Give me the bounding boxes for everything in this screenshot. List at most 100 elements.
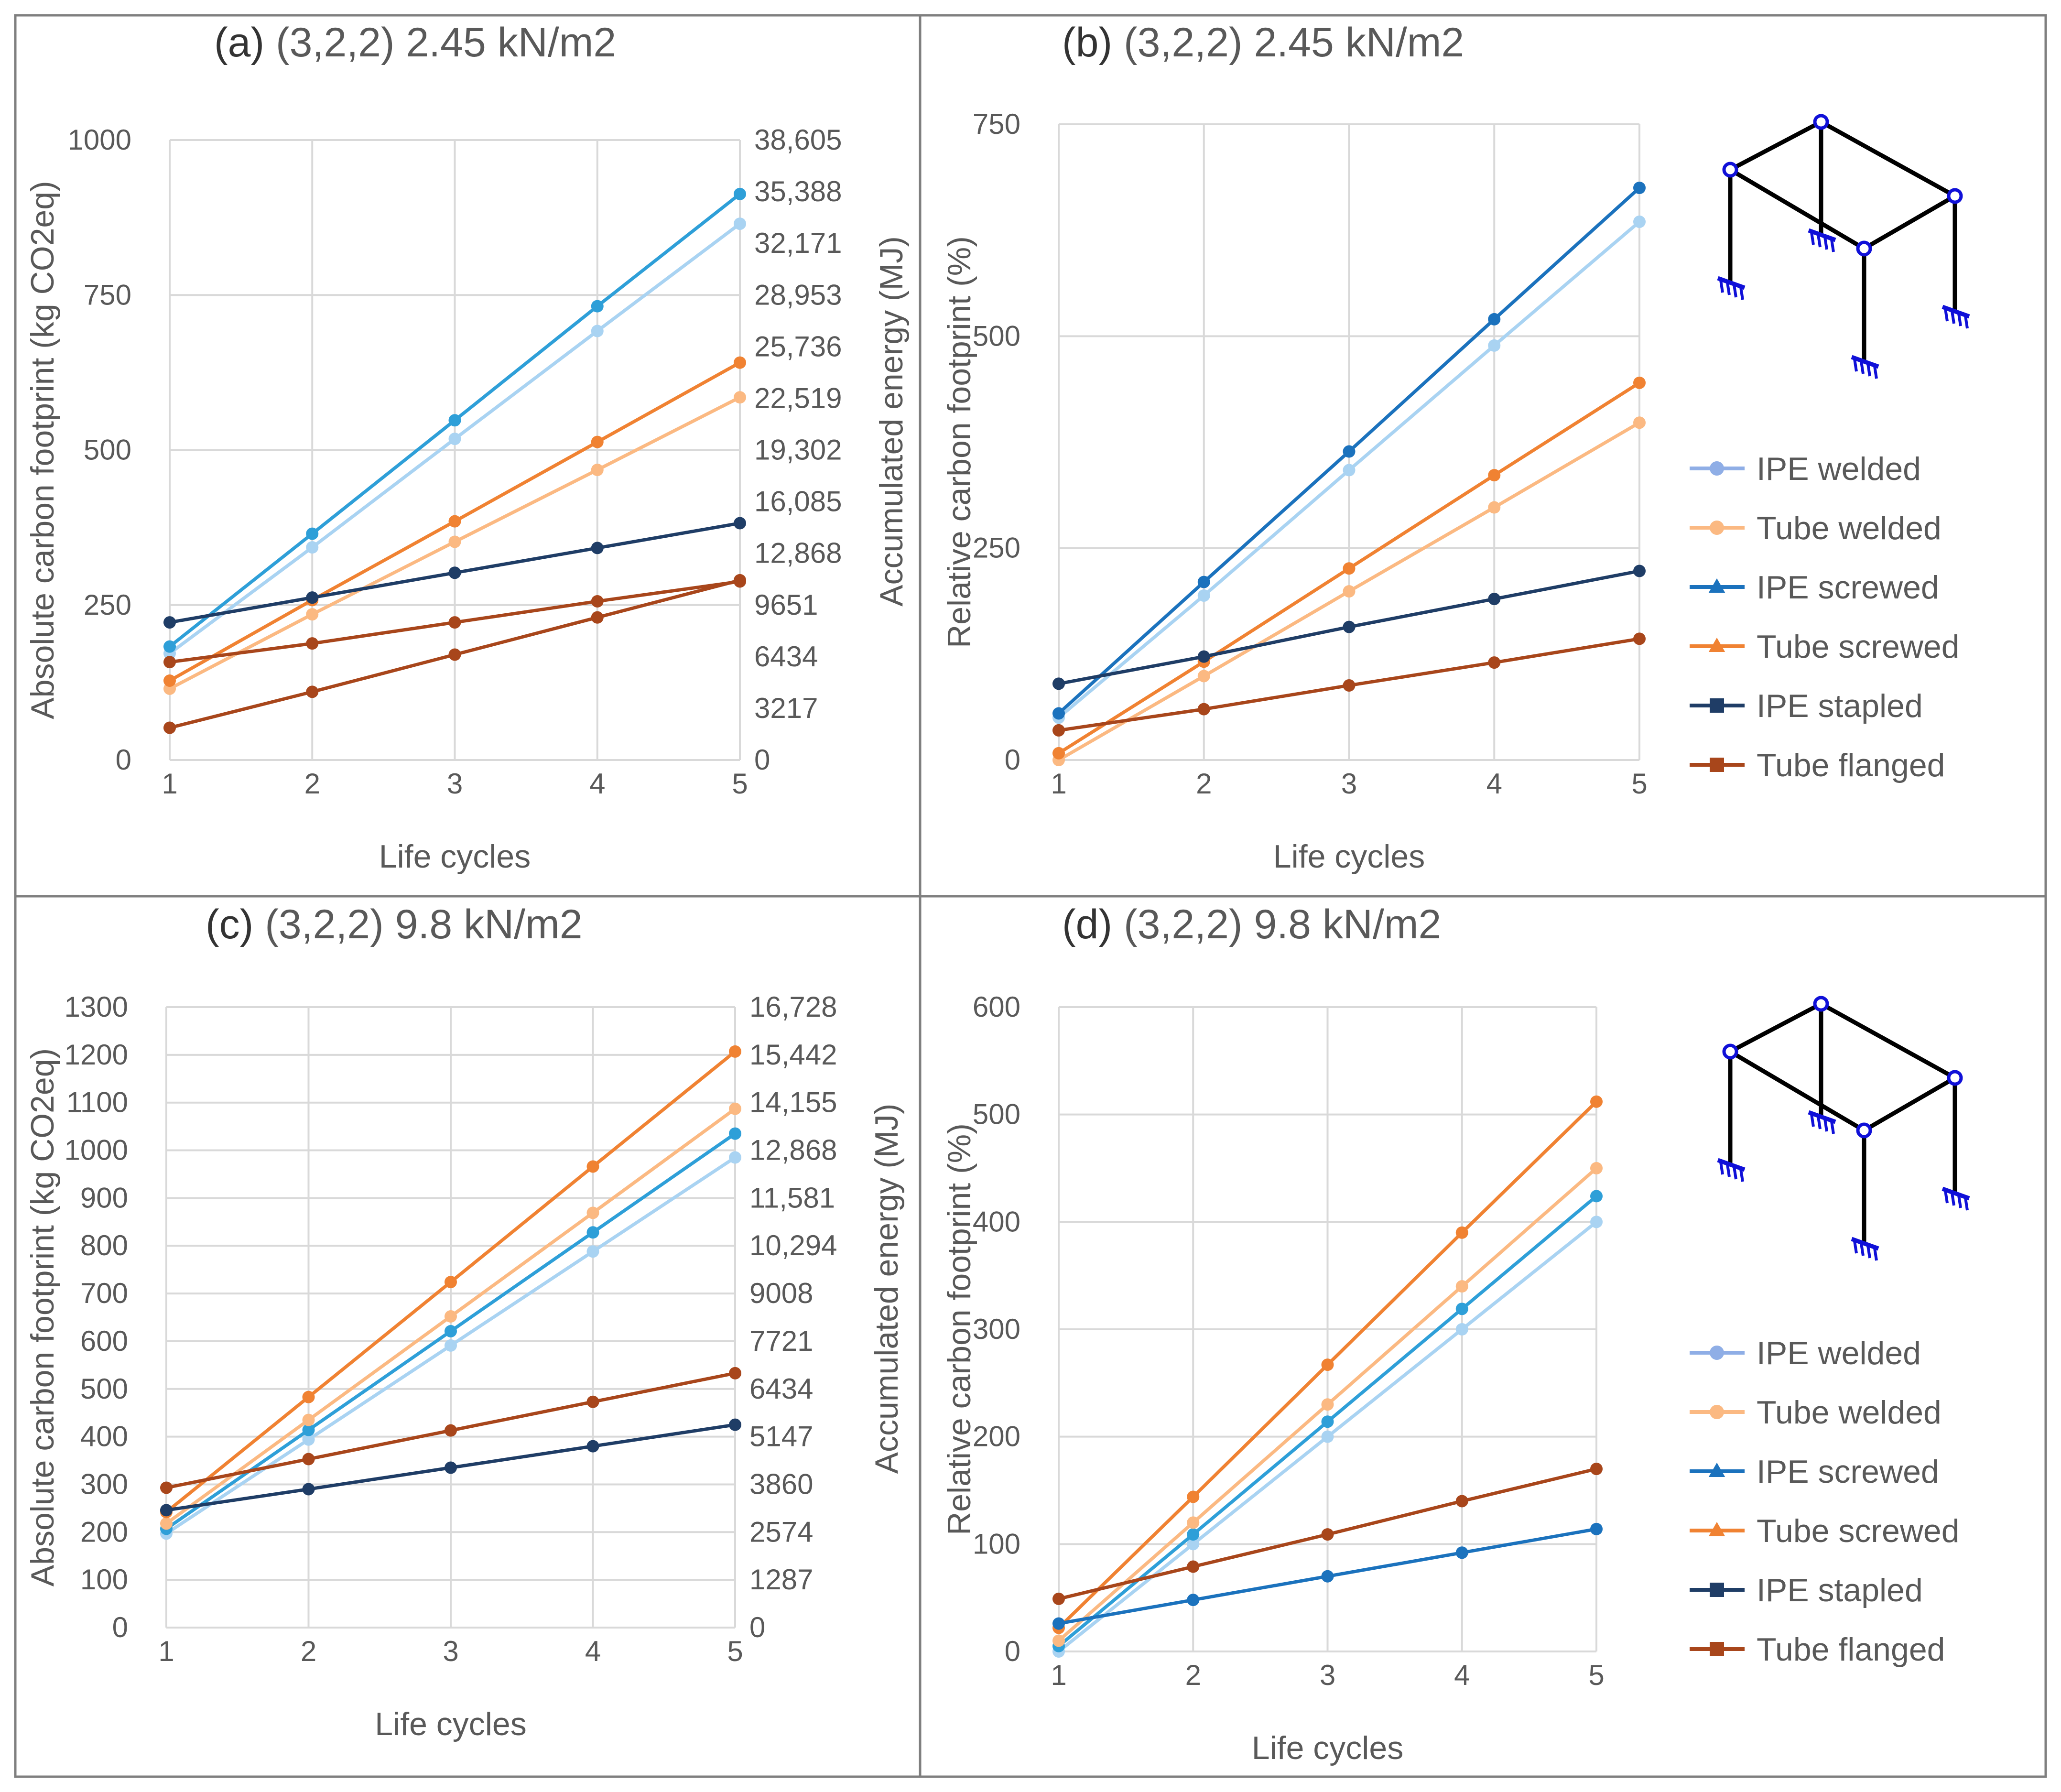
data-point [1343, 585, 1356, 598]
data-point [734, 217, 746, 230]
legend-marker [1710, 1583, 1724, 1597]
frame-beam [1819, 119, 1957, 198]
data-point [306, 527, 319, 540]
y2-tick-label: 16,085 [754, 486, 842, 518]
data-point [445, 1461, 457, 1474]
data-point [591, 300, 604, 313]
x-tick-label: 4 [589, 768, 605, 800]
data-point [1197, 589, 1210, 602]
data-point [729, 1102, 741, 1115]
y-tick-label: 1300 [65, 991, 128, 1023]
y2-tick-label: 3860 [749, 1468, 813, 1500]
fixed-support-hatch [1726, 282, 1731, 295]
data-point [1590, 1522, 1603, 1535]
data-point [306, 541, 319, 554]
data-point [302, 1423, 315, 1436]
y-tick-label: 500 [84, 434, 131, 466]
data-point [445, 1325, 457, 1337]
data-point [1633, 376, 1646, 389]
data-point [1343, 679, 1356, 692]
y-tick-label: 500 [973, 1098, 1020, 1130]
x-tick-label: 3 [1341, 768, 1357, 800]
fixed-support-hatch [1964, 1197, 1969, 1211]
x-tick-label: 2 [1185, 1659, 1201, 1691]
data-point [586, 1245, 599, 1258]
data-point [448, 566, 461, 579]
x-tick-label: 5 [1588, 1659, 1604, 1691]
chart-panel-c: (c) (3,2,2) 9.8 kN/m2 0 100 200 300 400 500 600… [24, 901, 905, 1742]
legend-marker [1708, 1463, 1725, 1477]
y2-tick-label: 38,605 [754, 124, 842, 156]
legend-label: Tube flanged [1757, 747, 1945, 783]
x-tick-label: 1 [1051, 1659, 1066, 1691]
legend-marker [1708, 1522, 1725, 1536]
data-point [163, 721, 176, 734]
y2-tick-label: 0 [749, 1611, 765, 1643]
frame-beam [1728, 167, 1866, 251]
data-point [1197, 650, 1210, 663]
data-point [734, 391, 746, 404]
fixed-support-hatch [1726, 1164, 1731, 1177]
data-point [591, 435, 604, 448]
data-point [1197, 703, 1210, 716]
fixed-support-hatch [1951, 1193, 1955, 1206]
data-point [302, 1483, 315, 1496]
data-point [448, 515, 461, 528]
data-point [1590, 1095, 1603, 1108]
panel-title: (d) (3,2,2) 9.8 kN/m2 [1062, 901, 1441, 947]
fixed-support-hatch [1957, 313, 1962, 326]
data-point [1187, 1538, 1200, 1551]
legend-label: IPE stapled [1757, 688, 1923, 724]
data-point [1321, 1430, 1334, 1443]
data-point [302, 1390, 315, 1403]
panel-title: (b) (3,2,2) 2.45 kN/m2 [1062, 20, 1464, 65]
data-point [591, 325, 604, 337]
data-point [1488, 339, 1501, 352]
y2-tick-label: 22,519 [754, 382, 842, 414]
legend: IPE welded Tube welded IPE screwed Tube scr… [1690, 1335, 1960, 1668]
legend-marker [1708, 578, 1725, 593]
pin-joint-icon [1722, 1043, 1738, 1060]
frame-structure-icon [1717, 996, 1970, 1261]
panel-label: (b) [1062, 20, 1112, 65]
data-point [448, 414, 461, 427]
legend-marker [1710, 758, 1724, 772]
y2-tick-label: 7721 [749, 1325, 813, 1357]
data-point [1052, 1592, 1065, 1605]
x-tick-label: 5 [727, 1635, 743, 1667]
data-point [160, 1481, 173, 1494]
data-point [734, 517, 746, 530]
data-point [586, 1395, 599, 1408]
data-point [1590, 1162, 1603, 1174]
data-point [445, 1339, 457, 1352]
y-tick-label: 0 [1005, 744, 1020, 776]
data-point [1187, 1594, 1200, 1607]
fixed-support-hatch [1964, 315, 1969, 329]
data-point [586, 1226, 599, 1239]
x-tick-label: 5 [732, 768, 748, 800]
fixed-support-hatch [1810, 1114, 1815, 1127]
y2-tick-label: 2574 [749, 1516, 813, 1548]
x-tick-label: 1 [1051, 768, 1066, 800]
data-point [1187, 1516, 1200, 1529]
data-point [591, 611, 604, 624]
data-point [445, 1310, 457, 1323]
legend-label: IPE welded [1757, 451, 1921, 487]
panel-label: (d) [1062, 901, 1112, 947]
frame-beam [1862, 1075, 1957, 1133]
frame-beam [1728, 1001, 1823, 1054]
y2-tick-label: 6434 [754, 641, 818, 673]
data-point [1187, 1528, 1200, 1541]
fixed-support-hatch [1873, 1248, 1878, 1261]
data-point [1590, 1190, 1603, 1203]
fixed-support-icon [1717, 1158, 1746, 1172]
y2-tick-label: 6434 [749, 1373, 813, 1405]
pin-joint-icon [1813, 114, 1829, 130]
pin-joint-icon [1856, 240, 1872, 257]
data-point [1052, 677, 1065, 690]
data-point [1197, 576, 1210, 588]
legend-label: Tube screwed [1757, 1513, 1960, 1549]
data-point [306, 637, 319, 650]
y-tick-label: 500 [973, 320, 1020, 352]
frame-beam [1862, 194, 1957, 251]
